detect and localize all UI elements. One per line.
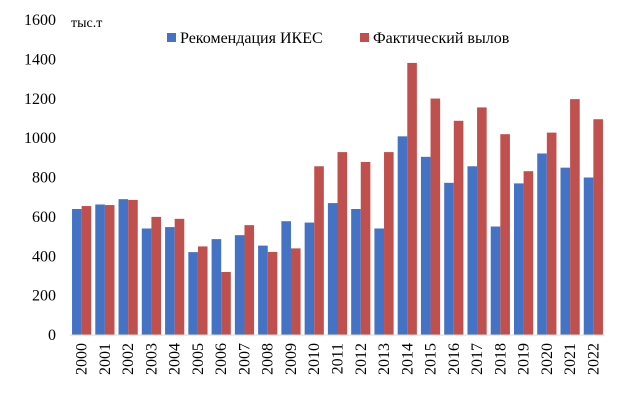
x-tick-label: 2002 <box>120 343 137 375</box>
y-tick-label: 1000 <box>24 130 56 147</box>
x-tick-label: 2012 <box>353 343 370 375</box>
legend-label-actual-catch: Фактический вылов <box>373 30 510 47</box>
y-tick-label: 200 <box>32 288 56 305</box>
actual-catch-bar <box>174 218 185 335</box>
recommendation-bar <box>420 156 431 335</box>
legend-label-recommendation: Рекомендация ИКЕС <box>180 30 323 47</box>
actual-catch-bar <box>104 205 115 335</box>
legend: Рекомендация ИКЕС Фактический вылов <box>167 30 510 47</box>
x-tick-label: 2000 <box>74 343 91 375</box>
recommendation-bar <box>467 166 478 335</box>
actual-catch-bar <box>267 251 278 335</box>
recommendation-bar <box>351 209 361 335</box>
recommendation-bar <box>560 167 571 335</box>
x-tick-label: 2019 <box>516 343 533 375</box>
x-tick-label: 2005 <box>190 343 207 375</box>
x-tick-label: 2020 <box>539 343 556 375</box>
recommendation-bar <box>72 209 82 335</box>
actual-catch-bar <box>151 216 162 336</box>
unit-label: тыс.т <box>71 16 102 31</box>
recommendation-bar <box>327 203 338 335</box>
recommendation-bar <box>95 204 105 335</box>
recommendation-bar <box>188 252 198 335</box>
actual-catch-bar <box>221 272 231 335</box>
actual-catch-bar <box>360 161 371 335</box>
y-tick-label: 600 <box>32 209 56 226</box>
recommendation-bar <box>444 182 454 335</box>
bars <box>72 62 603 336</box>
y-tick-label: 400 <box>32 248 56 265</box>
recommendation-bar <box>211 239 222 335</box>
actual-catch-bar <box>81 206 92 335</box>
x-tick-label: 2016 <box>446 343 463 375</box>
actual-catch-bar <box>337 152 348 335</box>
recommendation-bar <box>374 228 385 335</box>
x-tick-label: 2004 <box>167 343 184 375</box>
y-tick-label: 1400 <box>24 51 56 68</box>
y-tick-label: 800 <box>32 170 56 187</box>
actual-catch-bar <box>453 120 464 335</box>
recommendation-bar <box>537 153 547 335</box>
actual-catch-bar <box>407 62 417 336</box>
recommendation-bar <box>165 227 175 335</box>
actual-catch-bar <box>430 98 441 335</box>
y-tick-label: 1600 <box>24 12 56 29</box>
actual-catch-bar <box>477 107 487 335</box>
legend-swatch-recommendation <box>167 33 176 42</box>
actual-catch-bar <box>523 171 534 335</box>
x-tick-label: 2021 <box>562 343 579 375</box>
recommendation-bar <box>234 235 245 335</box>
actual-catch-bar <box>384 152 394 335</box>
x-tick-label: 2003 <box>143 343 160 375</box>
y-tick-label: 1200 <box>24 91 56 108</box>
x-tick-label: 2018 <box>492 343 509 375</box>
y-tick-label: 0 <box>48 327 56 344</box>
x-tick-label: 2001 <box>97 343 114 375</box>
x-tick-label: 2007 <box>236 343 253 375</box>
recommendation-bar <box>513 183 524 335</box>
recommendation-bar <box>281 221 291 335</box>
x-tick-label: 2014 <box>399 343 416 375</box>
actual-catch-bar <box>128 199 138 335</box>
recommendation-bar <box>258 245 268 335</box>
x-tick-label: 2022 <box>585 343 602 375</box>
recommendation-bar <box>490 226 501 335</box>
recommendation-bar <box>397 136 408 335</box>
recommendation-bar <box>304 222 315 335</box>
actual-catch-bar <box>244 225 255 335</box>
legend-swatch-actual-catch <box>360 33 369 42</box>
x-tick-label: 2015 <box>423 343 440 375</box>
actual-catch-bar <box>197 246 208 335</box>
recommendation-bar <box>141 228 152 335</box>
actual-catch-bar <box>314 166 324 335</box>
x-axis: 2000 2001 2002 2003 2004 2005 2006 2007 2008 2009… <box>74 343 603 375</box>
x-tick-label: 2011 <box>330 343 347 374</box>
actual-catch-bar <box>546 132 557 335</box>
x-tick-label: 2010 <box>306 343 323 375</box>
actual-catch-bar <box>500 134 510 335</box>
actual-catch-bar <box>570 99 580 335</box>
y-axis: 0 200 400 600 800 1000 1200 1400 1600 <box>24 12 56 344</box>
actual-catch-bar <box>593 119 603 335</box>
x-tick-label: 2017 <box>469 343 486 375</box>
x-tick-label: 2009 <box>283 343 300 375</box>
recommendation-bar <box>118 199 129 335</box>
recommendation-bar <box>583 177 594 335</box>
x-tick-label: 2006 <box>213 343 230 375</box>
x-tick-label: 2008 <box>260 343 277 375</box>
x-tick-label: 2013 <box>376 343 393 375</box>
actual-catch-bar <box>290 248 301 336</box>
